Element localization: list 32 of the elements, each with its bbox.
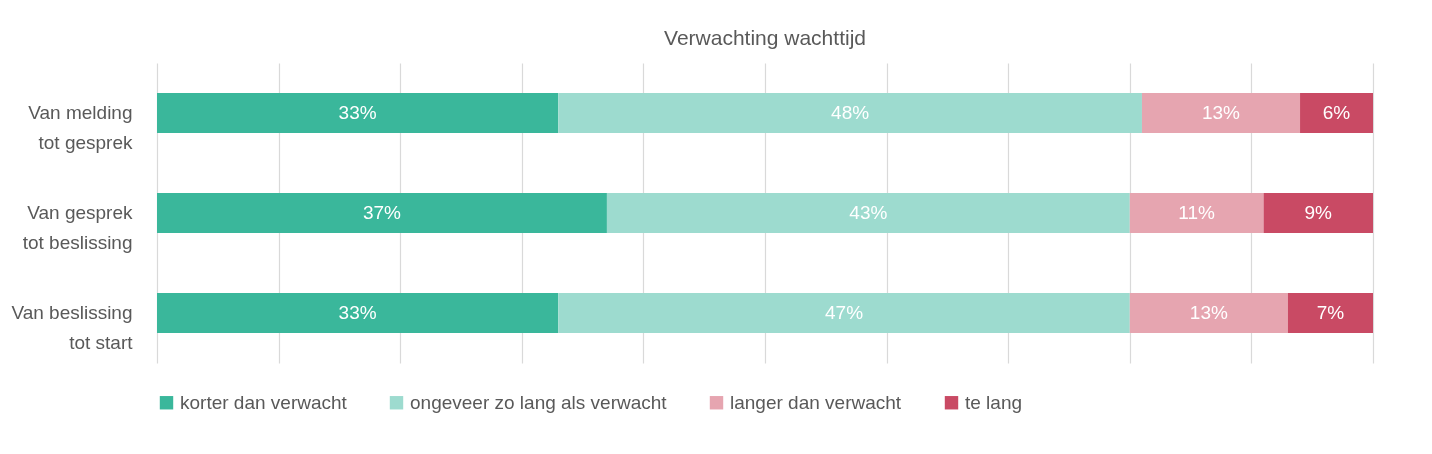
bar bbox=[1300, 93, 1373, 133]
data-label: 11% bbox=[1178, 202, 1216, 223]
data-label: 48% bbox=[831, 102, 870, 123]
bar bbox=[1129, 193, 1264, 233]
data-label: 43% bbox=[849, 202, 888, 223]
bar bbox=[606, 193, 1130, 233]
data-label: 47% bbox=[825, 302, 864, 323]
bar bbox=[157, 193, 607, 233]
data-label: 33% bbox=[338, 102, 377, 123]
legend-label: te lang bbox=[965, 391, 1023, 413]
data-label: 6% bbox=[1322, 102, 1351, 123]
bar bbox=[1263, 193, 1373, 233]
data-label: 13% bbox=[1201, 102, 1241, 123]
data-label: 33% bbox=[338, 302, 377, 323]
y-tick-label: Van gesprek tot beslissing bbox=[22, 202, 133, 253]
data-label: 9% bbox=[1304, 202, 1333, 223]
y-tick-label: Van melding tot gesprek bbox=[28, 102, 133, 153]
y-tick-label: Van beslissing tot start bbox=[11, 302, 134, 353]
bar bbox=[558, 93, 1142, 133]
bar bbox=[1141, 93, 1301, 133]
legend-label: langer dan verwacht bbox=[730, 391, 902, 413]
data-label: 37% bbox=[362, 202, 402, 223]
bar bbox=[1129, 293, 1288, 333]
data-label: 13% bbox=[1189, 302, 1228, 323]
bar bbox=[1287, 293, 1373, 333]
legend-label: korter dan verwacht bbox=[180, 391, 348, 413]
bar bbox=[558, 293, 1130, 333]
bar bbox=[157, 293, 559, 333]
data-label: 7% bbox=[1316, 302, 1345, 323]
legend-label: ongeveer zo lang als verwacht bbox=[410, 391, 668, 413]
chart-title: Verwachting wachttijd bbox=[664, 26, 866, 49]
bar bbox=[157, 93, 559, 133]
